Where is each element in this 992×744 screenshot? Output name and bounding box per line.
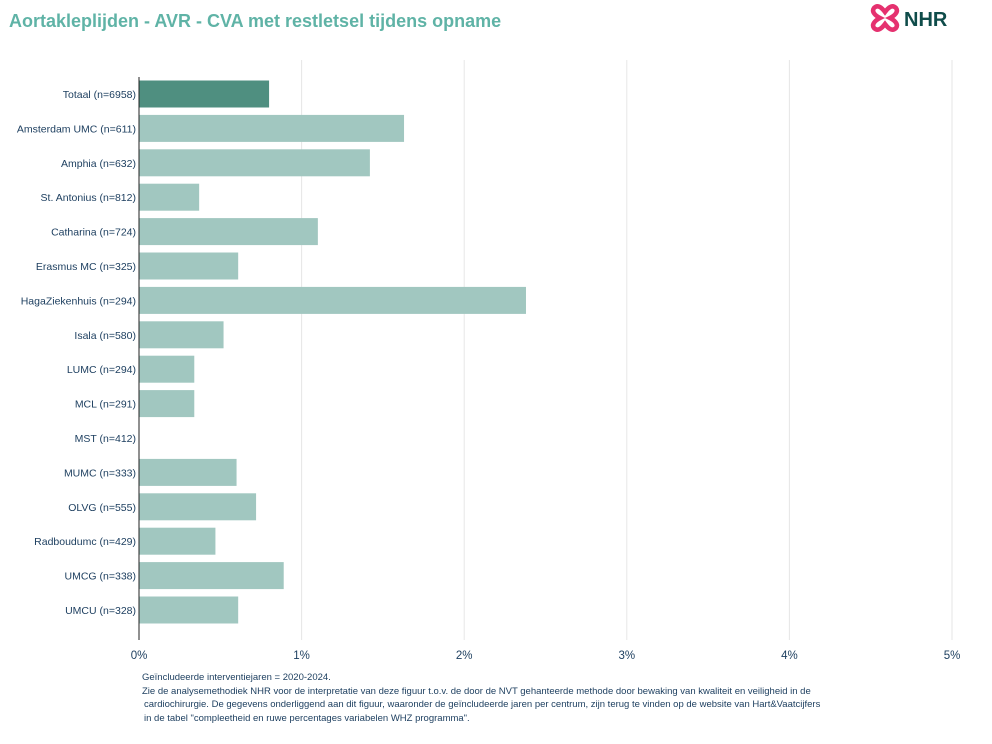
bar (139, 596, 239, 624)
category-label: LUMC (n=294) (67, 364, 136, 376)
footnote-line-1: Geïncludeerde interventiejaren = 2020-20… (142, 672, 331, 683)
bar (139, 562, 284, 590)
bar (139, 355, 195, 383)
footnote-line-2: Zie de analysemethodiek NHR voor de inte… (142, 685, 811, 697)
category-label: Amsterdam UMC (n=611) (17, 123, 136, 135)
footnote-line-4: in de tabel "compleetheid en ruwe percen… (144, 712, 470, 724)
bar (139, 183, 200, 211)
x-tick-label: 3% (618, 650, 635, 662)
bar (139, 252, 239, 280)
category-label: St. Antonius (n=812) (41, 192, 136, 204)
bar (139, 321, 224, 349)
logo-text: NHR (904, 9, 948, 31)
category-labels: Totaal (n=6958) Amsterdam UMC (n=611) Amph… (17, 89, 136, 617)
category-label: HagaZiekenhuis (n=294) (21, 295, 136, 307)
category-label: Radboudumc (n=429) (34, 536, 136, 548)
category-label: Amphia (n=632) (61, 158, 136, 170)
category-label: OLVG (n=555) (68, 502, 136, 514)
bar (139, 80, 270, 108)
nhr-logo: NHR (868, 2, 958, 36)
bars (139, 80, 526, 624)
x-tick-labels: 0% 1% 2% 3% 4% 5% (131, 650, 961, 662)
category-label: MCL (n=291) (75, 399, 136, 411)
x-tick-label: 2% (456, 650, 473, 662)
chart-title: Aortakleplijden - AVR - CVA met restlets… (9, 11, 502, 31)
footnote-line-3: cardiochirurgie. De gegevens onderliggen… (144, 699, 821, 710)
category-label: Catharina (n=724) (51, 227, 136, 239)
category-label: MUMC (n=333) (64, 467, 136, 479)
bar (139, 493, 257, 521)
nhr-cross-logo-icon: NHR (870, 4, 948, 32)
x-tick-label: 1% (293, 650, 310, 662)
category-label: MST (n=412) (75, 433, 136, 445)
x-tick-label: 0% (131, 650, 148, 662)
bar (139, 458, 237, 486)
category-label: Erasmus MC (n=325) (36, 261, 136, 273)
bar (139, 390, 195, 418)
bar (139, 218, 318, 246)
bar (139, 527, 216, 555)
bar (139, 114, 405, 142)
x-tick-label: 5% (944, 650, 961, 662)
x-tick-label: 4% (781, 650, 798, 662)
footnote: Geïncludeerde interventiejaren = 2020-20… (142, 671, 942, 725)
category-label: Isala (n=580) (74, 330, 136, 342)
bar (139, 149, 370, 177)
grid-lines (301, 60, 953, 640)
category-label: UMCG (n=338) (65, 571, 136, 583)
category-label: Totaal (n=6958) (63, 89, 136, 101)
category-label: UMCU (n=328) (65, 605, 136, 617)
bar (139, 286, 526, 314)
